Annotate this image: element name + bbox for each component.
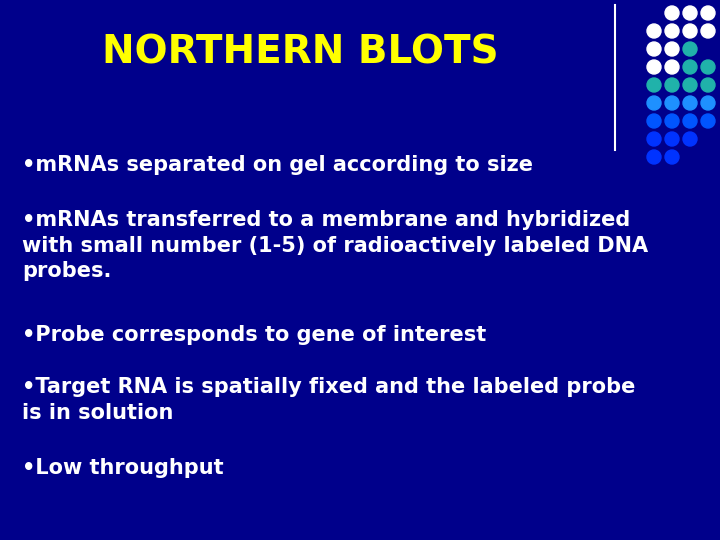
Circle shape (701, 6, 715, 20)
Circle shape (683, 60, 697, 74)
Circle shape (683, 78, 697, 92)
Circle shape (665, 24, 679, 38)
Circle shape (647, 150, 661, 164)
Text: •mRNAs separated on gel according to size: •mRNAs separated on gel according to siz… (22, 155, 533, 175)
Circle shape (701, 24, 715, 38)
Circle shape (701, 78, 715, 92)
Circle shape (647, 78, 661, 92)
Circle shape (647, 42, 661, 56)
Circle shape (683, 96, 697, 110)
Circle shape (665, 6, 679, 20)
Circle shape (665, 132, 679, 146)
Circle shape (665, 96, 679, 110)
Circle shape (683, 132, 697, 146)
Circle shape (683, 24, 697, 38)
Circle shape (701, 114, 715, 128)
Circle shape (683, 114, 697, 128)
Circle shape (647, 114, 661, 128)
Circle shape (665, 60, 679, 74)
Text: •mRNAs transferred to a membrane and hybridized
with small number (1-5) of radio: •mRNAs transferred to a membrane and hyb… (22, 210, 648, 281)
Circle shape (647, 96, 661, 110)
Text: NORTHERN BLOTS: NORTHERN BLOTS (102, 33, 498, 71)
Circle shape (647, 60, 661, 74)
Circle shape (701, 96, 715, 110)
Circle shape (665, 114, 679, 128)
Circle shape (701, 60, 715, 74)
Circle shape (683, 42, 697, 56)
Circle shape (665, 78, 679, 92)
Circle shape (683, 6, 697, 20)
Circle shape (665, 150, 679, 164)
Circle shape (647, 132, 661, 146)
Text: •Low throughput: •Low throughput (22, 458, 224, 478)
Circle shape (665, 42, 679, 56)
Text: •Probe corresponds to gene of interest: •Probe corresponds to gene of interest (22, 325, 486, 345)
Text: •Target RNA is spatially fixed and the labeled probe
is in solution: •Target RNA is spatially fixed and the l… (22, 377, 635, 423)
Circle shape (647, 24, 661, 38)
